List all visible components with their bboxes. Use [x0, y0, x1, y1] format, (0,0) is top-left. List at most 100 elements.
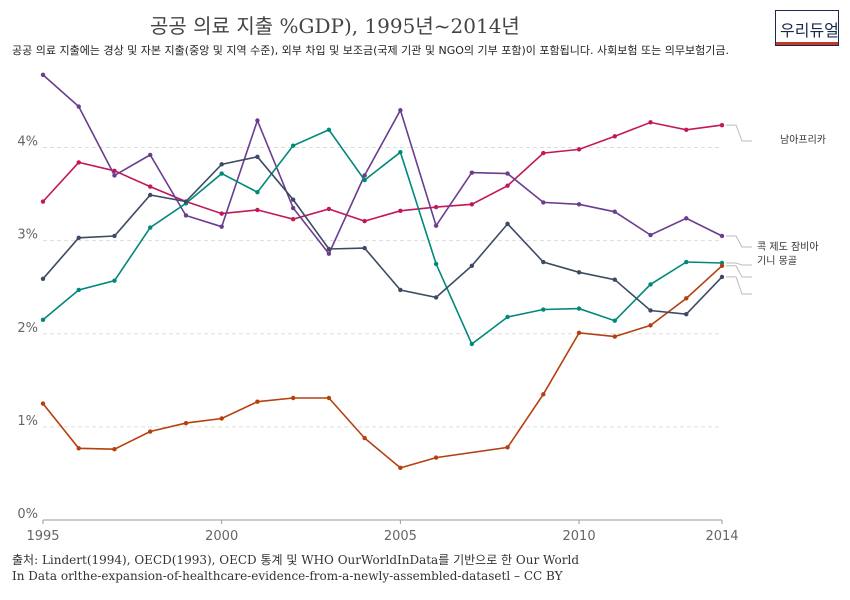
- data-point[interactable]: [684, 127, 689, 133]
- data-point[interactable]: [148, 192, 153, 198]
- series-잠비아: [40, 127, 725, 347]
- data-point[interactable]: [112, 447, 117, 452]
- data-point[interactable]: [433, 295, 439, 300]
- logo[interactable]: 우리듀얼: [775, 10, 839, 46]
- data-point[interactable]: [255, 399, 260, 404]
- data-point[interactable]: [183, 420, 189, 426]
- data-point[interactable]: [612, 134, 617, 139]
- data-point[interactable]: [541, 392, 546, 397]
- data-point[interactable]: [148, 184, 153, 189]
- data-point[interactable]: [112, 278, 117, 283]
- data-point[interactable]: [433, 455, 439, 460]
- data-point[interactable]: [684, 311, 689, 317]
- data-point[interactable]: [576, 330, 582, 336]
- data-point[interactable]: [684, 216, 689, 221]
- data-point[interactable]: [362, 245, 367, 251]
- data-point[interactable]: [219, 171, 224, 176]
- data-point[interactable]: [219, 162, 224, 167]
- data-point[interactable]: [541, 259, 546, 265]
- data-point[interactable]: [219, 211, 224, 216]
- data-point[interactable]: [76, 104, 81, 109]
- data-point[interactable]: [648, 282, 653, 287]
- data-point[interactable]: [290, 197, 296, 202]
- data-point[interactable]: [505, 183, 510, 188]
- data-point[interactable]: [255, 207, 260, 213]
- data-point[interactable]: [648, 308, 653, 313]
- data-point[interactable]: [398, 149, 403, 155]
- data-point[interactable]: [255, 154, 260, 160]
- data-point[interactable]: [505, 221, 510, 227]
- data-point[interactable]: [433, 223, 439, 228]
- data-point[interactable]: [505, 445, 510, 450]
- data-point[interactable]: [290, 217, 296, 222]
- data-point[interactable]: [362, 435, 367, 441]
- data-point[interactable]: [505, 314, 510, 320]
- data-point[interactable]: [183, 199, 189, 204]
- data-point[interactable]: [469, 263, 475, 268]
- data-point[interactable]: [469, 202, 475, 207]
- data-point[interactable]: [40, 276, 46, 282]
- data-point[interactable]: [684, 259, 689, 265]
- data-point[interactable]: [76, 287, 81, 293]
- data-point[interactable]: [576, 270, 582, 275]
- series-line: [42, 74, 723, 256]
- data-point[interactable]: [541, 150, 546, 156]
- data-point[interactable]: [255, 118, 260, 123]
- data-point[interactable]: [290, 205, 296, 211]
- data-point[interactable]: [76, 446, 81, 451]
- data-point[interactable]: [326, 206, 332, 212]
- data-point[interactable]: [576, 147, 582, 152]
- data-point[interactable]: [148, 225, 153, 230]
- data-point[interactable]: [398, 208, 403, 214]
- data-point[interactable]: [684, 296, 689, 301]
- data-point[interactable]: [612, 277, 617, 282]
- data-point[interactable]: [40, 317, 46, 322]
- data-point[interactable]: [290, 395, 296, 401]
- data-point[interactable]: [148, 429, 153, 434]
- data-point[interactable]: [40, 401, 46, 406]
- data-point[interactable]: [612, 318, 617, 323]
- data-point[interactable]: [719, 274, 725, 280]
- data-point[interactable]: [326, 251, 332, 256]
- data-point[interactable]: [40, 199, 46, 204]
- data-point[interactable]: [576, 202, 582, 207]
- data-point[interactable]: [469, 170, 475, 175]
- data-point[interactable]: [362, 173, 367, 178]
- data-point[interactable]: [398, 108, 403, 113]
- data-point[interactable]: [148, 152, 153, 158]
- data-point[interactable]: [76, 160, 81, 165]
- data-point[interactable]: [112, 233, 117, 239]
- data-point[interactable]: [719, 122, 725, 128]
- data-point[interactable]: [183, 213, 189, 218]
- data-point[interactable]: [648, 232, 653, 238]
- data-point[interactable]: [433, 261, 439, 267]
- data-point[interactable]: [469, 341, 475, 347]
- data-point[interactable]: [576, 306, 582, 311]
- data-point[interactable]: [76, 235, 81, 241]
- data-point[interactable]: [362, 177, 367, 183]
- data-point[interactable]: [719, 233, 725, 239]
- data-point[interactable]: [362, 218, 367, 224]
- data-point[interactable]: [541, 307, 546, 312]
- data-point[interactable]: [433, 204, 439, 210]
- data-point[interactable]: [326, 246, 332, 252]
- data-point[interactable]: [398, 465, 403, 471]
- data-point[interactable]: [255, 190, 260, 195]
- data-point[interactable]: [112, 173, 117, 178]
- x-tick-label: 2014: [705, 529, 738, 544]
- data-point[interactable]: [326, 127, 332, 133]
- data-point[interactable]: [612, 334, 617, 339]
- data-point[interactable]: [219, 224, 224, 229]
- data-point[interactable]: [326, 395, 332, 401]
- data-point[interactable]: [398, 287, 403, 293]
- data-point[interactable]: [219, 416, 224, 421]
- label-connector: [726, 262, 752, 266]
- data-point[interactable]: [40, 72, 46, 78]
- data-point[interactable]: [541, 200, 546, 205]
- data-point[interactable]: [290, 143, 296, 148]
- data-point[interactable]: [648, 120, 653, 125]
- data-point[interactable]: [648, 323, 653, 328]
- data-point[interactable]: [612, 209, 617, 214]
- data-point[interactable]: [505, 171, 510, 176]
- data-point[interactable]: [719, 263, 725, 268]
